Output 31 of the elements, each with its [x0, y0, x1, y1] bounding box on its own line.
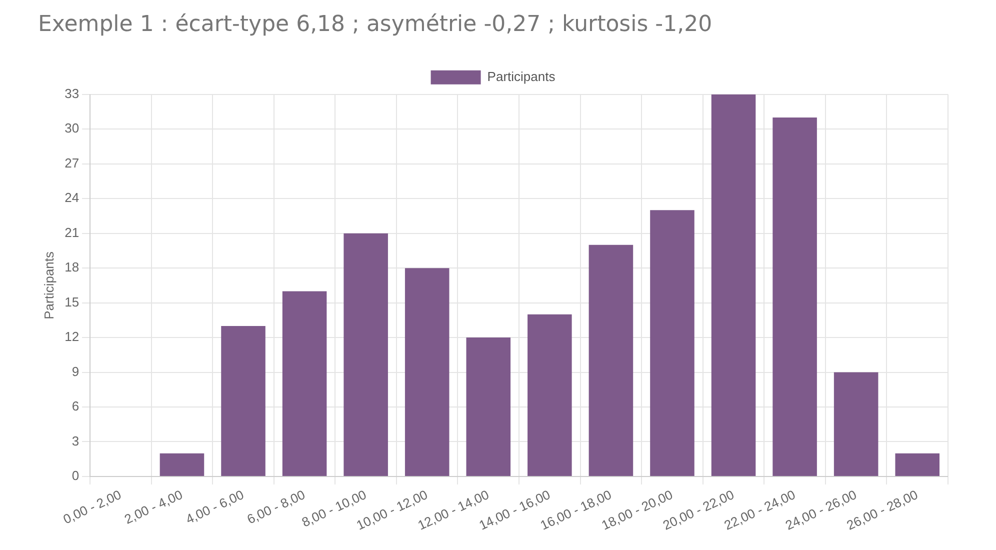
- x-tick-label: 4,00 - 6,00: [183, 486, 246, 527]
- bar: [404, 268, 450, 476]
- bar: [282, 291, 327, 476]
- bar: [834, 372, 878, 476]
- bar: [160, 453, 204, 476]
- y-tick-label: 6: [72, 398, 80, 414]
- bar: [528, 314, 572, 476]
- y-tick-label: 3: [72, 433, 80, 448]
- bar: [711, 94, 756, 476]
- x-tick-label: 2,00 - 4,00: [122, 486, 185, 527]
- bar: [650, 210, 694, 476]
- bar: [895, 453, 940, 476]
- y-tick-label: 0: [72, 468, 80, 484]
- y-tick-label: 30: [64, 120, 80, 136]
- y-tick-label: 21: [64, 224, 80, 240]
- chart-title: Exemple 1 : écart-type 6,18 ; asymétrie -0,27 ; kurtosis -1,20: [38, 12, 712, 37]
- y-tick-label: 27: [64, 155, 80, 170]
- legend-label: Participants: [487, 68, 556, 84]
- bar: [588, 244, 634, 476]
- bar: [221, 326, 266, 476]
- y-tick-label: 15: [64, 294, 80, 310]
- bar: [772, 118, 817, 476]
- x-tick-label: 0,00 - 2,00: [60, 486, 124, 527]
- y-tick-label: 9: [72, 364, 80, 379]
- y-tick-label: 18: [64, 260, 80, 275]
- bar: [466, 338, 511, 476]
- y-tick-label: 24: [64, 190, 80, 206]
- bar: [344, 233, 388, 476]
- y-axis-title: Participants: [41, 250, 56, 320]
- y-tick-label: 33: [64, 86, 80, 101]
- y-tick-label: 12: [64, 329, 80, 344]
